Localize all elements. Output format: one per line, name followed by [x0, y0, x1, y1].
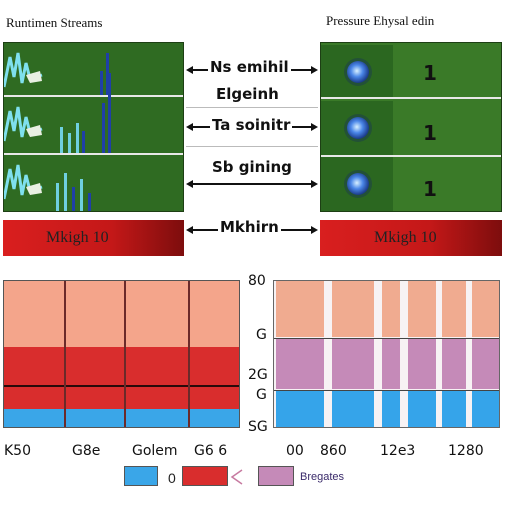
alert-bar-right: [320, 220, 502, 256]
stream-panel: [3, 42, 184, 212]
row-divider: [321, 155, 501, 157]
left-title: Runtimen Streams: [6, 15, 103, 30]
y-tick-label: G: [256, 327, 267, 343]
row-value: 1: [423, 61, 437, 85]
row-value: 1: [423, 177, 437, 201]
column: [332, 281, 374, 427]
column-chart: [273, 280, 500, 428]
signal-spike: [106, 53, 109, 95]
y-tick-label: 80: [248, 273, 266, 289]
sensor-orb-icon: [347, 173, 369, 195]
connector-label: Elgeinh: [216, 85, 279, 103]
legend-swatch: [182, 466, 228, 486]
signal-spike: [88, 193, 91, 211]
signal-spike: [68, 133, 71, 153]
column: [382, 281, 400, 427]
signal-spike: [60, 127, 63, 153]
y-tick-label: 2G: [248, 367, 268, 383]
x-tick-label: 1280: [448, 443, 484, 459]
legend-label: Bregates: [300, 471, 345, 483]
signal-spike: [72, 187, 75, 211]
signal-spike: [76, 123, 79, 153]
x-tick-label: 00: [286, 443, 304, 459]
signal-spike: [82, 131, 85, 153]
signal-spike: [108, 73, 111, 153]
grid-line: [274, 390, 499, 391]
signal-spike: [56, 183, 59, 211]
x-tick-label: G8e: [72, 443, 101, 459]
column: [472, 281, 499, 427]
alert-bar-label: Mkigh 10: [46, 229, 109, 246]
sensor-orb-icon: [347, 117, 369, 139]
x-tick-label: Golem: [132, 443, 178, 459]
waveform-icon: [4, 106, 43, 142]
signal-spike: [80, 179, 83, 211]
signal-spike: [64, 173, 67, 211]
connector-label: Ns emihil: [208, 58, 291, 76]
right-title: Pressure Ehysal edin: [326, 13, 435, 28]
grid-line: [124, 281, 126, 427]
legend-symbol: 0: [168, 470, 176, 486]
grid-line: [188, 281, 190, 427]
band-bottom: [4, 409, 239, 427]
waveform-icon: [4, 52, 43, 88]
x-tick-label: K50: [4, 443, 31, 459]
grid-line: [274, 338, 499, 339]
column: [442, 281, 466, 427]
separator-line: [186, 107, 318, 108]
band-middle: [4, 347, 239, 413]
x-tick-label: G6 6: [194, 443, 228, 459]
y-tick-label: SG: [248, 419, 268, 435]
connector-label: Mkhirn: [218, 218, 281, 236]
alert-bar-left: [3, 220, 184, 256]
legend-swatch: [258, 466, 294, 486]
separator-line: [186, 146, 318, 147]
column: [408, 281, 436, 427]
x-tick-label: 860: [320, 443, 347, 459]
threshold-line: [4, 385, 239, 387]
signal-spike: [100, 71, 103, 95]
pressure-panel: 1 1 1: [320, 42, 502, 212]
sensor-orb-icon: [347, 61, 369, 83]
row-value: 1: [423, 121, 437, 145]
connector-arrow: [186, 180, 318, 188]
grid-line: [64, 281, 66, 427]
alert-bar-label: Mkigh 10: [374, 229, 437, 246]
row-divider: [321, 97, 501, 99]
connector-label: Sb gining: [212, 158, 292, 176]
row-divider: [4, 153, 183, 155]
connector-label: Ta soinitr: [210, 116, 293, 134]
waveform-icon: [4, 164, 43, 200]
legend-swatch: [124, 466, 158, 486]
stacked-band-chart: [3, 280, 240, 428]
signal-spike: [102, 103, 105, 153]
band-top: [4, 281, 239, 347]
y-tick-label: G: [256, 387, 267, 403]
column: [276, 281, 324, 427]
chevron-left-icon: [230, 469, 243, 485]
row-divider: [4, 95, 183, 97]
x-tick-label: 12e3: [380, 443, 416, 459]
